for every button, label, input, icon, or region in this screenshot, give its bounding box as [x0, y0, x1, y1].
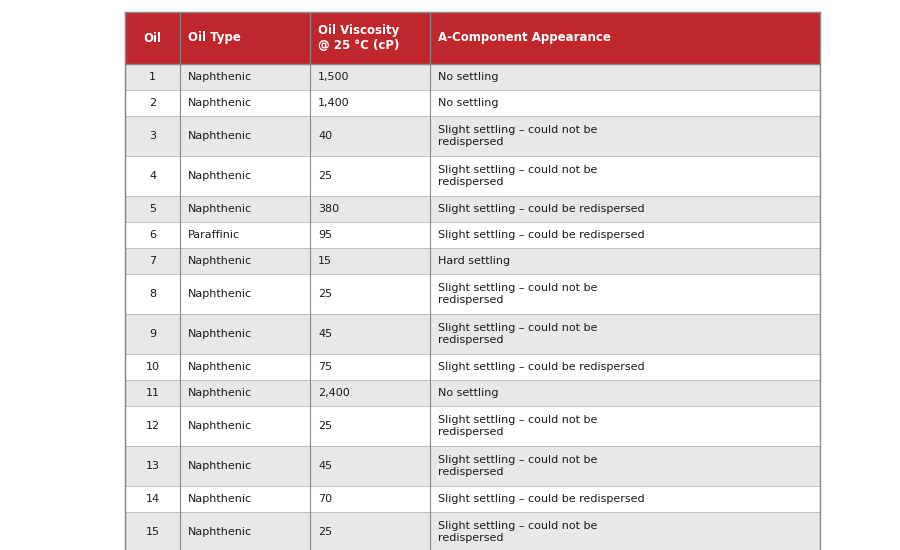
Text: Slight settling – could not be
redispersed: Slight settling – could not be redispers…: [438, 165, 598, 187]
Text: 1,500: 1,500: [318, 72, 349, 82]
Bar: [125, 196, 820, 222]
Text: 1,400: 1,400: [318, 98, 349, 108]
Bar: [125, 512, 820, 550]
Text: Naphthenic: Naphthenic: [188, 289, 252, 299]
Text: No settling: No settling: [438, 98, 499, 108]
Bar: [125, 274, 820, 314]
Text: Oil: Oil: [143, 31, 161, 45]
Text: Naphthenic: Naphthenic: [188, 421, 252, 431]
Text: 7: 7: [148, 256, 156, 266]
Text: Slight settling – could not be
redispersed: Slight settling – could not be redispers…: [438, 455, 598, 477]
Bar: [125, 314, 820, 354]
Text: 3: 3: [149, 131, 156, 141]
Text: 13: 13: [146, 461, 159, 471]
Text: Slight settling – could be redispersed: Slight settling – could be redispersed: [438, 362, 644, 372]
Bar: [125, 354, 820, 380]
Text: 40: 40: [318, 131, 332, 141]
Text: Naphthenic: Naphthenic: [188, 204, 252, 214]
Text: 15: 15: [318, 256, 332, 266]
Text: Naphthenic: Naphthenic: [188, 72, 252, 82]
Text: 4: 4: [148, 171, 156, 181]
Text: 45: 45: [318, 461, 332, 471]
Text: 2,400: 2,400: [318, 388, 350, 398]
Text: 25: 25: [318, 421, 332, 431]
Text: Slight settling – could not be
redispersed: Slight settling – could not be redispers…: [438, 283, 598, 305]
Text: 95: 95: [318, 230, 332, 240]
Text: 25: 25: [318, 289, 332, 299]
Text: Naphthenic: Naphthenic: [188, 256, 252, 266]
Bar: [125, 116, 820, 156]
Text: 15: 15: [146, 527, 159, 537]
Text: 9: 9: [148, 329, 156, 339]
Bar: [125, 12, 820, 64]
Text: Naphthenic: Naphthenic: [188, 494, 252, 504]
Text: Slight settling – could be redispersed: Slight settling – could be redispersed: [438, 204, 644, 214]
Bar: [125, 248, 820, 274]
Text: Slight settling – could not be
redispersed: Slight settling – could not be redispers…: [438, 323, 598, 345]
Text: Naphthenic: Naphthenic: [188, 461, 252, 471]
Text: Naphthenic: Naphthenic: [188, 131, 252, 141]
Text: 11: 11: [146, 388, 159, 398]
Text: Naphthenic: Naphthenic: [188, 98, 252, 108]
Text: 25: 25: [318, 171, 332, 181]
Bar: [125, 222, 820, 248]
Text: Naphthenic: Naphthenic: [188, 329, 252, 339]
Text: Naphthenic: Naphthenic: [188, 362, 252, 372]
Text: 14: 14: [146, 494, 159, 504]
Text: 8: 8: [148, 289, 156, 299]
Text: 5: 5: [149, 204, 156, 214]
Text: Oil Type: Oil Type: [188, 31, 241, 45]
Text: A-Component Appearance: A-Component Appearance: [438, 31, 611, 45]
Text: Slight settling – could be redispersed: Slight settling – could be redispersed: [438, 494, 644, 504]
Text: 2: 2: [148, 98, 156, 108]
Text: No settling: No settling: [438, 388, 499, 398]
Text: 12: 12: [146, 421, 159, 431]
Text: Naphthenic: Naphthenic: [188, 527, 252, 537]
Bar: [125, 90, 820, 116]
Bar: [125, 486, 820, 512]
Text: Hard settling: Hard settling: [438, 256, 510, 266]
Bar: [125, 156, 820, 196]
Text: Slight settling – could not be
redispersed: Slight settling – could not be redispers…: [438, 521, 598, 543]
Text: 6: 6: [149, 230, 156, 240]
Text: Slight settling – could not be
redispersed: Slight settling – could not be redispers…: [438, 125, 598, 147]
Bar: [125, 446, 820, 486]
Bar: [125, 406, 820, 446]
Text: 380: 380: [318, 204, 339, 214]
Text: 25: 25: [318, 527, 332, 537]
Text: 45: 45: [318, 329, 332, 339]
Text: 1: 1: [149, 72, 156, 82]
Bar: [125, 380, 820, 406]
Text: 10: 10: [146, 362, 159, 372]
Text: 75: 75: [318, 362, 332, 372]
Text: Naphthenic: Naphthenic: [188, 171, 252, 181]
Text: No settling: No settling: [438, 72, 499, 82]
Bar: [125, 64, 820, 90]
Text: Slight settling – could be redispersed: Slight settling – could be redispersed: [438, 230, 644, 240]
Text: Paraffinic: Paraffinic: [188, 230, 240, 240]
Text: 70: 70: [318, 494, 332, 504]
Text: Slight settling – could not be
redispersed: Slight settling – could not be redispers…: [438, 415, 598, 437]
Text: Oil Viscosity
@ 25 °C (cP): Oil Viscosity @ 25 °C (cP): [318, 24, 400, 52]
Text: Naphthenic: Naphthenic: [188, 388, 252, 398]
